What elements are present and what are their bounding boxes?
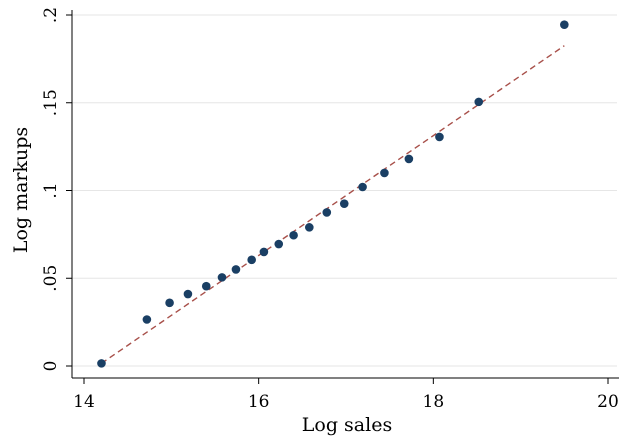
data-point [358, 182, 367, 192]
data-point [380, 168, 389, 178]
data-point [305, 223, 314, 232]
y-axis-label: Log markups [10, 127, 32, 253]
data-point [165, 298, 174, 308]
y-tick-label: 0 [41, 361, 61, 372]
data-point [231, 265, 241, 274]
x-axis-label: Log sales [302, 414, 392, 436]
y-tick-label: .05 [41, 265, 61, 292]
fitted-line-group [101, 45, 565, 364]
y-tick-label: .2 [41, 7, 61, 23]
data-point [97, 359, 106, 368]
data-point [404, 154, 414, 164]
x-tick-label: 16 [248, 392, 270, 412]
data-point [474, 97, 484, 107]
data-point [247, 255, 256, 265]
x-tick-label: 18 [423, 392, 445, 412]
y-tick-label: .1 [41, 182, 61, 198]
y-tick-label: .15 [41, 89, 61, 116]
data-point [217, 273, 227, 282]
data-point [259, 247, 269, 257]
fitted-line [101, 45, 565, 364]
x-tick-label: 20 [597, 392, 619, 412]
data-point [339, 199, 349, 208]
axes [71, 10, 619, 379]
data-point [142, 315, 152, 324]
gridlines [72, 14, 617, 367]
data-point [201, 281, 211, 291]
x-tick-label: 14 [73, 392, 95, 412]
data-points [97, 20, 569, 368]
data-point [322, 208, 332, 217]
data-point [289, 230, 298, 240]
data-point [435, 132, 444, 142]
data-point [274, 239, 284, 249]
data-point [560, 20, 569, 29]
tick-marks [66, 14, 609, 384]
data-point [183, 289, 193, 299]
